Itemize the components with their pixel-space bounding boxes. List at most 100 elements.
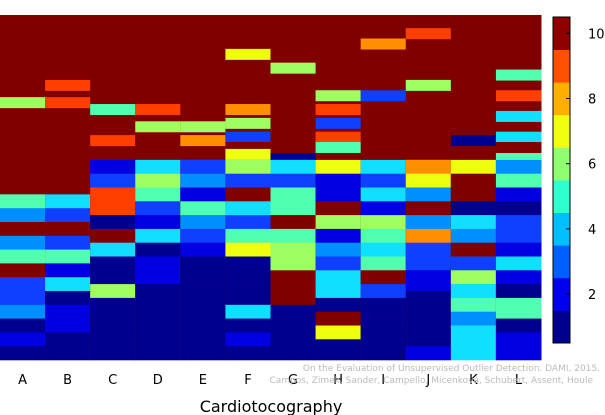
- heatmap-cell: [405, 332, 452, 347]
- credit-line-2: Campos, Zimek, Sander, Campello, Micenko…: [270, 376, 594, 386]
- heatmap-cell: [270, 159, 317, 174]
- heatmap-cell: [135, 284, 181, 306]
- heatmap-cell: [0, 346, 46, 361]
- heatmap-cell: [405, 228, 452, 243]
- heatmap-cell: [180, 201, 226, 216]
- heatmap-cell: [225, 131, 271, 143]
- heatmap-cell: [270, 187, 317, 202]
- heatmap-cell: [315, 104, 362, 116]
- heatmap-cell: [225, 117, 271, 129]
- heatmap-cell: [225, 346, 271, 361]
- heatmap-cell: [270, 291, 317, 306]
- heatmap-cell: [225, 104, 271, 116]
- heatmap-cell: [180, 332, 226, 361]
- heatmap-cell: [495, 242, 542, 257]
- heatmap-cell: [450, 228, 497, 243]
- heatmap-cell: [450, 215, 497, 230]
- heatmap-cell: [450, 159, 497, 174]
- heatmap-cell: [450, 256, 497, 271]
- heatmap-cell: [225, 228, 271, 243]
- heatmap-cell: [45, 208, 91, 223]
- heatmap-cell: [0, 277, 46, 292]
- x-tick-label: F: [244, 373, 251, 388]
- heatmap-cell: [45, 318, 91, 333]
- heatmap-cell: [495, 187, 542, 202]
- heatmap-cell: [315, 117, 362, 129]
- heatmap-cell: [405, 311, 452, 333]
- x-axis-label: Cardiotocography: [200, 397, 343, 415]
- heatmap-cell: [495, 332, 542, 361]
- heatmap-cell: [135, 270, 181, 285]
- heatmap-cell: [495, 256, 542, 271]
- heatmap-cell: [315, 297, 362, 312]
- heatmap-cell: [135, 135, 181, 147]
- heatmap-cell: [0, 208, 46, 223]
- heatmap-cell: [0, 97, 46, 109]
- heatmap-cell: [315, 187, 362, 202]
- heatmap-cell: [180, 173, 226, 188]
- heatmap-cell: [270, 201, 317, 216]
- heatmap-cell: [225, 48, 271, 60]
- x-tick-label: K: [469, 373, 478, 388]
- colorbar-tick-label: 10: [588, 27, 605, 42]
- heatmap-cell: [315, 201, 362, 216]
- heatmap-cell: [315, 339, 362, 361]
- x-tick-label: H: [333, 373, 343, 388]
- colorbar-tick-label: 2: [588, 288, 596, 303]
- heatmap-cell: [360, 173, 407, 188]
- heatmap-cell: [495, 270, 542, 285]
- heatmap-cell: [405, 28, 452, 40]
- heatmap-cell: [405, 201, 452, 216]
- heatmap-cell: [360, 318, 407, 333]
- heatmap-cell: [135, 173, 181, 188]
- heatmap-cell: [315, 215, 362, 230]
- heatmap-cell: [405, 159, 452, 174]
- heatmap-cell: [135, 304, 181, 333]
- colorbar-segment: [553, 82, 570, 116]
- heatmap-cell: [360, 38, 407, 50]
- heatmap-cell: [450, 242, 497, 257]
- heatmap-cell: [450, 173, 497, 188]
- heatmap-cell: [405, 270, 452, 292]
- heatmap-cell: [495, 131, 542, 143]
- heatmap-cell: [360, 187, 407, 202]
- heatmap-cell: [225, 173, 271, 188]
- heatmap-cell: [360, 284, 407, 299]
- heatmap-cell: [225, 187, 271, 202]
- heatmap-cell: [0, 263, 46, 278]
- heatmap-cell: [450, 297, 497, 312]
- heatmap-cell: [495, 318, 542, 333]
- heatmap-cell: [225, 284, 271, 306]
- heatmap-cell: [450, 325, 497, 347]
- heatmap-cell: [225, 270, 271, 285]
- heatmap-cell: [495, 228, 542, 243]
- heatmap-cell: [405, 256, 452, 271]
- colorbar-ticks: 2 4 6 8 10: [566, 27, 605, 303]
- heatmap-cell: [450, 153, 497, 161]
- heatmap-cell: [90, 332, 136, 361]
- heatmap-cell: [225, 148, 271, 160]
- heatmap-cell: [495, 173, 542, 188]
- heatmap-cell: [90, 242, 136, 257]
- heatmap-cell: [270, 318, 317, 333]
- heatmap-cell: [315, 228, 362, 243]
- colorbar-segment: [553, 114, 570, 148]
- heatmap-cell: [0, 235, 46, 250]
- heatmap-cell: [0, 249, 46, 264]
- heatmap-cell: [360, 297, 407, 319]
- colorbar-tick-label: 4: [588, 223, 596, 238]
- heatmap-cell: [135, 332, 181, 361]
- heatmap-cell: [90, 215, 136, 230]
- heatmap-cell: [135, 215, 181, 230]
- heatmap-cell: [135, 256, 181, 271]
- colorbar-segment: [553, 277, 570, 311]
- heatmap-cell: [315, 173, 362, 188]
- heatmap-cell: [495, 284, 542, 299]
- heatmap-cell: [135, 187, 181, 202]
- x-tick-label: G: [288, 373, 298, 388]
- heatmap-cell: [450, 346, 497, 361]
- heatmap-cell: [270, 215, 317, 230]
- heatmap-cell: [180, 187, 226, 202]
- heatmap-cell: [225, 318, 271, 333]
- heatmap-cell: [495, 110, 542, 122]
